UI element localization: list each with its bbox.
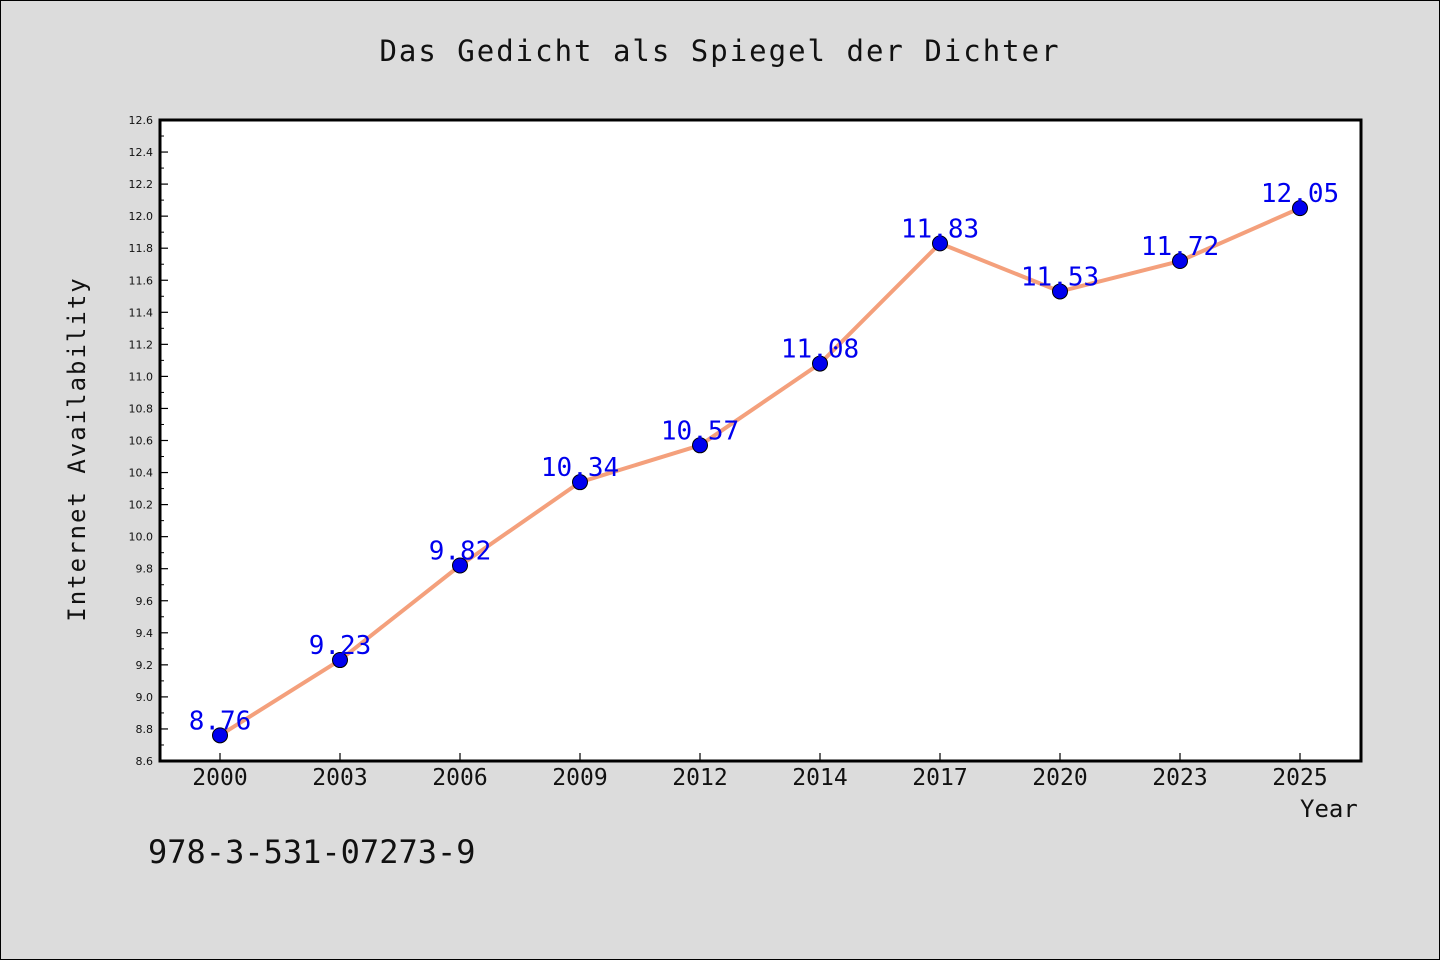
data-label: 8.76 [189, 706, 252, 736]
data-point [212, 727, 228, 744]
y-tick-label: 11.8 [129, 242, 154, 255]
y-tick-label: 9.4 [136, 627, 154, 640]
data-label: 11.53 [1021, 262, 1099, 292]
x-tick-label: 2006 [432, 765, 487, 791]
x-tick-label: 2020 [1032, 765, 1087, 791]
x-tick-label: 2003 [312, 765, 367, 791]
data-label: 9.82 [429, 536, 492, 566]
plot-area [158, 118, 1363, 763]
y-tick-label: 9.2 [136, 659, 154, 672]
chart-title: Das Gedicht als Spiegel der Dichter [379, 34, 1061, 68]
y-tick-label: 9.0 [136, 691, 154, 704]
series-layer: 8.76 9.23 9.82 10.34 10.57 11.08 11.83 11.53 11.… [189, 179, 1339, 744]
x-tick-label: 2012 [672, 765, 727, 791]
data-label: 11.83 [901, 214, 979, 244]
x-axis: 2000 2003 2006 2009 2012 2014 2017 2020 2023 2025 [192, 753, 1328, 791]
y-axis: 8.6 8.8 9.0 9.2 9.4 9.6 9.8 10.0 10.2 10.4 10.6 10.… [129, 114, 168, 768]
x-tick-label: 2014 [792, 765, 847, 791]
y-tick-label: 11.2 [129, 338, 154, 351]
y-tick-label: 10.6 [129, 435, 154, 448]
data-point [452, 557, 468, 574]
y-tick-label: 11.4 [129, 306, 154, 319]
series-line [218, 206, 1302, 738]
x-tick-label: 2000 [192, 765, 247, 791]
data-point [1172, 253, 1188, 270]
data-point [692, 437, 708, 454]
data-label: 10.34 [541, 453, 619, 483]
y-tick-label: 10.4 [129, 467, 154, 480]
data-label: 12.05 [1261, 179, 1339, 209]
y-tick-label: 12.4 [129, 146, 154, 159]
y-tick-label: 10.2 [129, 499, 154, 512]
y-tick-label: 9.8 [136, 563, 154, 576]
y-tick-label: 10.8 [129, 402, 154, 415]
y-tick-label: 8.6 [136, 755, 154, 768]
data-label: 11.08 [781, 335, 859, 365]
y-tick-label: 9.6 [136, 595, 154, 608]
y-tick-label: 12.2 [129, 178, 154, 191]
x-tick-label: 2023 [1152, 765, 1207, 791]
data-point [1292, 200, 1308, 217]
data-point [572, 474, 588, 491]
data-label: 9.23 [309, 631, 372, 661]
y-axis-title: Internet Availability [63, 276, 91, 622]
y-tick-label: 10.0 [129, 531, 154, 544]
data-label: 10.57 [661, 416, 739, 446]
data-point [812, 355, 828, 372]
isbn-text: 978-3-531-07273-9 [148, 833, 476, 871]
data-point [332, 652, 348, 669]
data-label: 11.72 [1141, 232, 1219, 262]
y-tick-label: 11.0 [129, 370, 154, 383]
x-tick-label: 2025 [1272, 765, 1327, 791]
y-tick-label: 8.8 [136, 723, 154, 736]
x-axis-title: Year [1300, 795, 1358, 823]
y-tick-label: 11.6 [129, 274, 154, 287]
data-point [1052, 283, 1068, 300]
y-tick-label: 12.0 [129, 210, 154, 223]
y-tick-label: 12.6 [129, 114, 154, 127]
x-tick-label: 2017 [912, 765, 967, 791]
x-tick-label: 2009 [552, 765, 607, 791]
data-point [932, 235, 948, 252]
